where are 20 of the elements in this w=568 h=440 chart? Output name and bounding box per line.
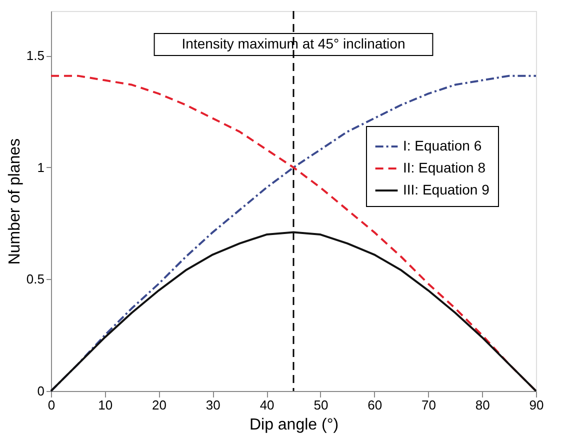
y-tick-label: 1.5 (26, 48, 44, 64)
x-tick-label: 30 (206, 398, 220, 412)
annotation: Intensity maximum at 45° inclination (182, 36, 406, 52)
y-tick-label: 0 (37, 384, 44, 398)
x-tick-label: 0 (48, 398, 56, 412)
x-axis-title: Dip angle (°) (249, 416, 339, 434)
legend-label: I: Equation 6 (403, 138, 482, 154)
x-tick-label: 10 (98, 398, 113, 412)
x-tick-label: 80 (475, 398, 490, 412)
y-axis-title: Number of planes (6, 138, 24, 265)
x-tick-label: 60 (368, 398, 382, 412)
legend-label: II: Equation 8 (403, 160, 486, 176)
x-tick-label: 40 (260, 398, 274, 412)
x-tick-label: 20 (152, 398, 167, 412)
x-tick-label: 70 (421, 398, 436, 412)
x-tick-label: 50 (314, 398, 328, 412)
y-tick-label: 1 (37, 160, 44, 175)
x-tick-label: 90 (529, 398, 544, 412)
legend-label: III: Equation 9 (403, 182, 490, 198)
y-tick-label: 0.5 (26, 272, 44, 287)
